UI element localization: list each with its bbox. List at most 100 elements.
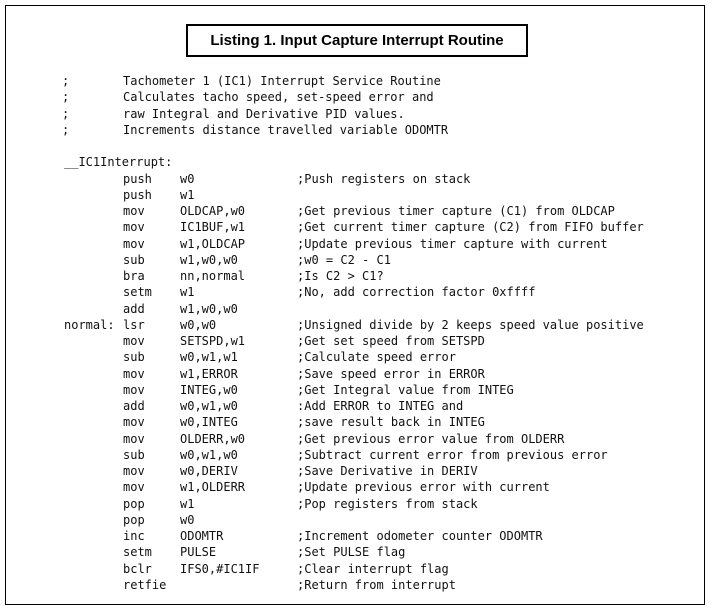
instruction-mnemonic: pop	[123, 496, 145, 511]
code-line: mov OLDCAP,w0 ;Get previous timer capture …	[0, 204, 714, 220]
instruction-mnemonic: mov	[123, 480, 145, 495]
instruction-operands: w1	[180, 285, 195, 300]
code-line: mov w0,INTEG ;save result back in INTEG	[0, 415, 714, 431]
instruction-operands: nn,normal	[180, 269, 246, 283]
code-line: setm w1 ;No, add correction factor 0xffff	[0, 285, 714, 301]
instruction-mnemonic: mov	[123, 236, 145, 251]
line-comment: ;Push registers on stack	[297, 171, 471, 186]
instruction-mnemonic: sub	[123, 447, 145, 462]
instruction-mnemonic: bra	[123, 269, 145, 283]
instruction-mnemonic: retfie	[123, 577, 167, 592]
code-line: pop w1 ;Pop registers from stack	[0, 497, 714, 513]
instruction-mnemonic: pop	[123, 512, 145, 527]
line-comment: ;Update previous error with current	[297, 480, 550, 495]
header-comment-text: raw Integral and Derivative PID values.	[123, 106, 405, 121]
line-comment: ;Save Derivative in DERIV	[297, 464, 478, 478]
line-comment: ;Save speed error in ERROR	[297, 366, 485, 381]
comment-marker: ;	[62, 122, 70, 137]
code-label: normal:	[64, 317, 115, 332]
code-line: mov SETSPD,w1 ;Get set speed from SETSPD	[0, 334, 714, 350]
code-line: pop w0	[0, 513, 714, 529]
code-line: mov w1,OLDCAP ;Update previous timer captu…	[0, 237, 714, 253]
instruction-mnemonic: mov	[123, 464, 145, 478]
instruction-mnemonic: add	[123, 399, 145, 413]
instruction-operands: w0,INTEG	[180, 415, 238, 430]
code-line: push w1	[0, 188, 714, 204]
code-line: mov w1,ERROR ;Save speed error in ERROR	[0, 367, 714, 383]
header-comment-text: Calculates tacho speed, set-speed error …	[123, 90, 434, 105]
instruction-mnemonic: mov	[123, 334, 145, 348]
instruction-operands: OLDERR,w0	[180, 431, 246, 446]
instruction-operands: w1,OLDCAP	[180, 236, 246, 251]
instruction-mnemonic: mov	[123, 204, 145, 218]
line-comment: ;Get Integral value from INTEG	[297, 382, 514, 397]
instruction-operands: INTEG,w0	[180, 382, 238, 397]
line-comment: ;Clear interrupt flag	[297, 561, 449, 576]
instruction-operands: w1	[180, 496, 195, 511]
header-comment-text: Tachometer 1 (IC1) Interrupt Service Rou…	[123, 74, 441, 88]
instruction-mnemonic: setm	[123, 285, 152, 300]
header-comment-text: Increments distance travelled variable O…	[123, 122, 449, 137]
code-line: sub w1,w0,w0 ;w0 = C2 - C1	[0, 253, 714, 269]
comment-marker: ;	[62, 74, 70, 88]
code-line: sub w0,w1,w0 ;Subtract current error from …	[0, 448, 714, 464]
line-comment: ;Is C2 > C1?	[297, 269, 384, 283]
instruction-operands: OLDCAP,w0	[180, 204, 246, 218]
header-comment-line: ; Calculates tacho speed, set-speed error…	[0, 90, 714, 106]
line-comment: :Add ERROR to INTEG and	[297, 399, 464, 413]
comment-marker: ;	[62, 106, 70, 121]
code-line: retfie ;Return from interrupt	[0, 578, 714, 594]
code-line: add w0,w1,w0 :Add ERROR to INTEG and	[0, 399, 714, 415]
code-line: bra nn,normal ;Is C2 > C1?	[0, 269, 714, 285]
instruction-mnemonic: mov	[123, 382, 145, 397]
instruction-operands: ODOMTR	[180, 529, 224, 543]
code-line: mov INTEG,w0 ;Get Integral value from INTE…	[0, 383, 714, 399]
line-comment: ;Unsigned divide by 2 keeps speed value …	[297, 317, 644, 332]
instruction-operands: IC1BUF,w1	[180, 220, 246, 235]
instruction-operands: w0,w1,w0	[180, 447, 238, 462]
instruction-operands: w0,w1,w1	[180, 350, 238, 365]
instruction-operands: w0,w1,w0	[180, 399, 238, 413]
line-comment: ;Return from interrupt	[297, 577, 456, 592]
instruction-operands: IFS0,#IC1IF	[180, 561, 260, 576]
line-comment: ;save result back in INTEG	[297, 415, 485, 430]
code-line: normal: lsr w0,w0 ;Unsigned divide by 2 kee…	[0, 318, 714, 334]
line-comment: ;w0 = C2 - C1	[297, 252, 391, 267]
instruction-mnemonic: mov	[123, 431, 145, 446]
instruction-mnemonic: sub	[123, 350, 145, 365]
line-comment: ;Subtract current error from previous er…	[297, 447, 608, 462]
line-comment: ;Get previous timer capture (C1) from OL…	[297, 204, 615, 218]
line-comment: ;No, add correction factor 0xffff	[297, 285, 536, 300]
instruction-operands: w1	[180, 187, 195, 202]
listing-frame	[5, 5, 705, 605]
header-comment-line: ; Tachometer 1 (IC1) Interrupt Service Ro…	[0, 74, 714, 90]
code-line: mov OLDERR,w0 ;Get previous error value fr…	[0, 432, 714, 448]
code-line: inc ODOMTR ;Increment odometer counter ODO…	[0, 529, 714, 545]
instruction-mnemonic: mov	[123, 220, 145, 235]
instruction-mnemonic: sub	[123, 252, 145, 267]
code-line: setm PULSE ;Set PULSE flag	[0, 545, 714, 561]
header-comment-line: ; Increments distance travelled variable …	[0, 123, 714, 139]
instruction-operands: w1,w0,w0	[180, 252, 238, 267]
instruction-mnemonic: add	[123, 301, 145, 316]
instruction-operands: w0,w0	[180, 317, 217, 332]
instruction-mnemonic: setm	[123, 545, 152, 560]
instruction-mnemonic: bclr	[123, 561, 152, 576]
line-comment: ;Increment odometer counter ODOMTR	[297, 529, 543, 543]
entry-label-line: __IC1Interrupt:	[0, 155, 714, 171]
instruction-mnemonic: mov	[123, 415, 145, 430]
instruction-operands: w1,ERROR	[180, 366, 238, 381]
code-line: mov IC1BUF,w1 ;Get current timer capture (…	[0, 220, 714, 236]
instruction-operands: PULSE	[180, 545, 217, 560]
instruction-mnemonic: inc	[123, 529, 145, 543]
code-line: push w0 ;Push registers on stack	[0, 172, 714, 188]
instruction-mnemonic: push	[123, 171, 152, 186]
header-comment-line: ; raw Integral and Derivative PID values.	[0, 107, 714, 123]
line-comment: ;Update previous timer capture with curr…	[297, 236, 608, 251]
instruction-operands: w1,OLDERR	[180, 480, 246, 495]
code-line: mov w0,DERIV ;Save Derivative in DERIV	[0, 464, 714, 480]
instruction-operands: w1,w0,w0	[180, 301, 238, 316]
code-line: add w1,w0,w0	[0, 302, 714, 318]
line-comment: ;Set PULSE flag	[297, 545, 406, 560]
entry-label: __IC1Interrupt:	[64, 155, 173, 170]
